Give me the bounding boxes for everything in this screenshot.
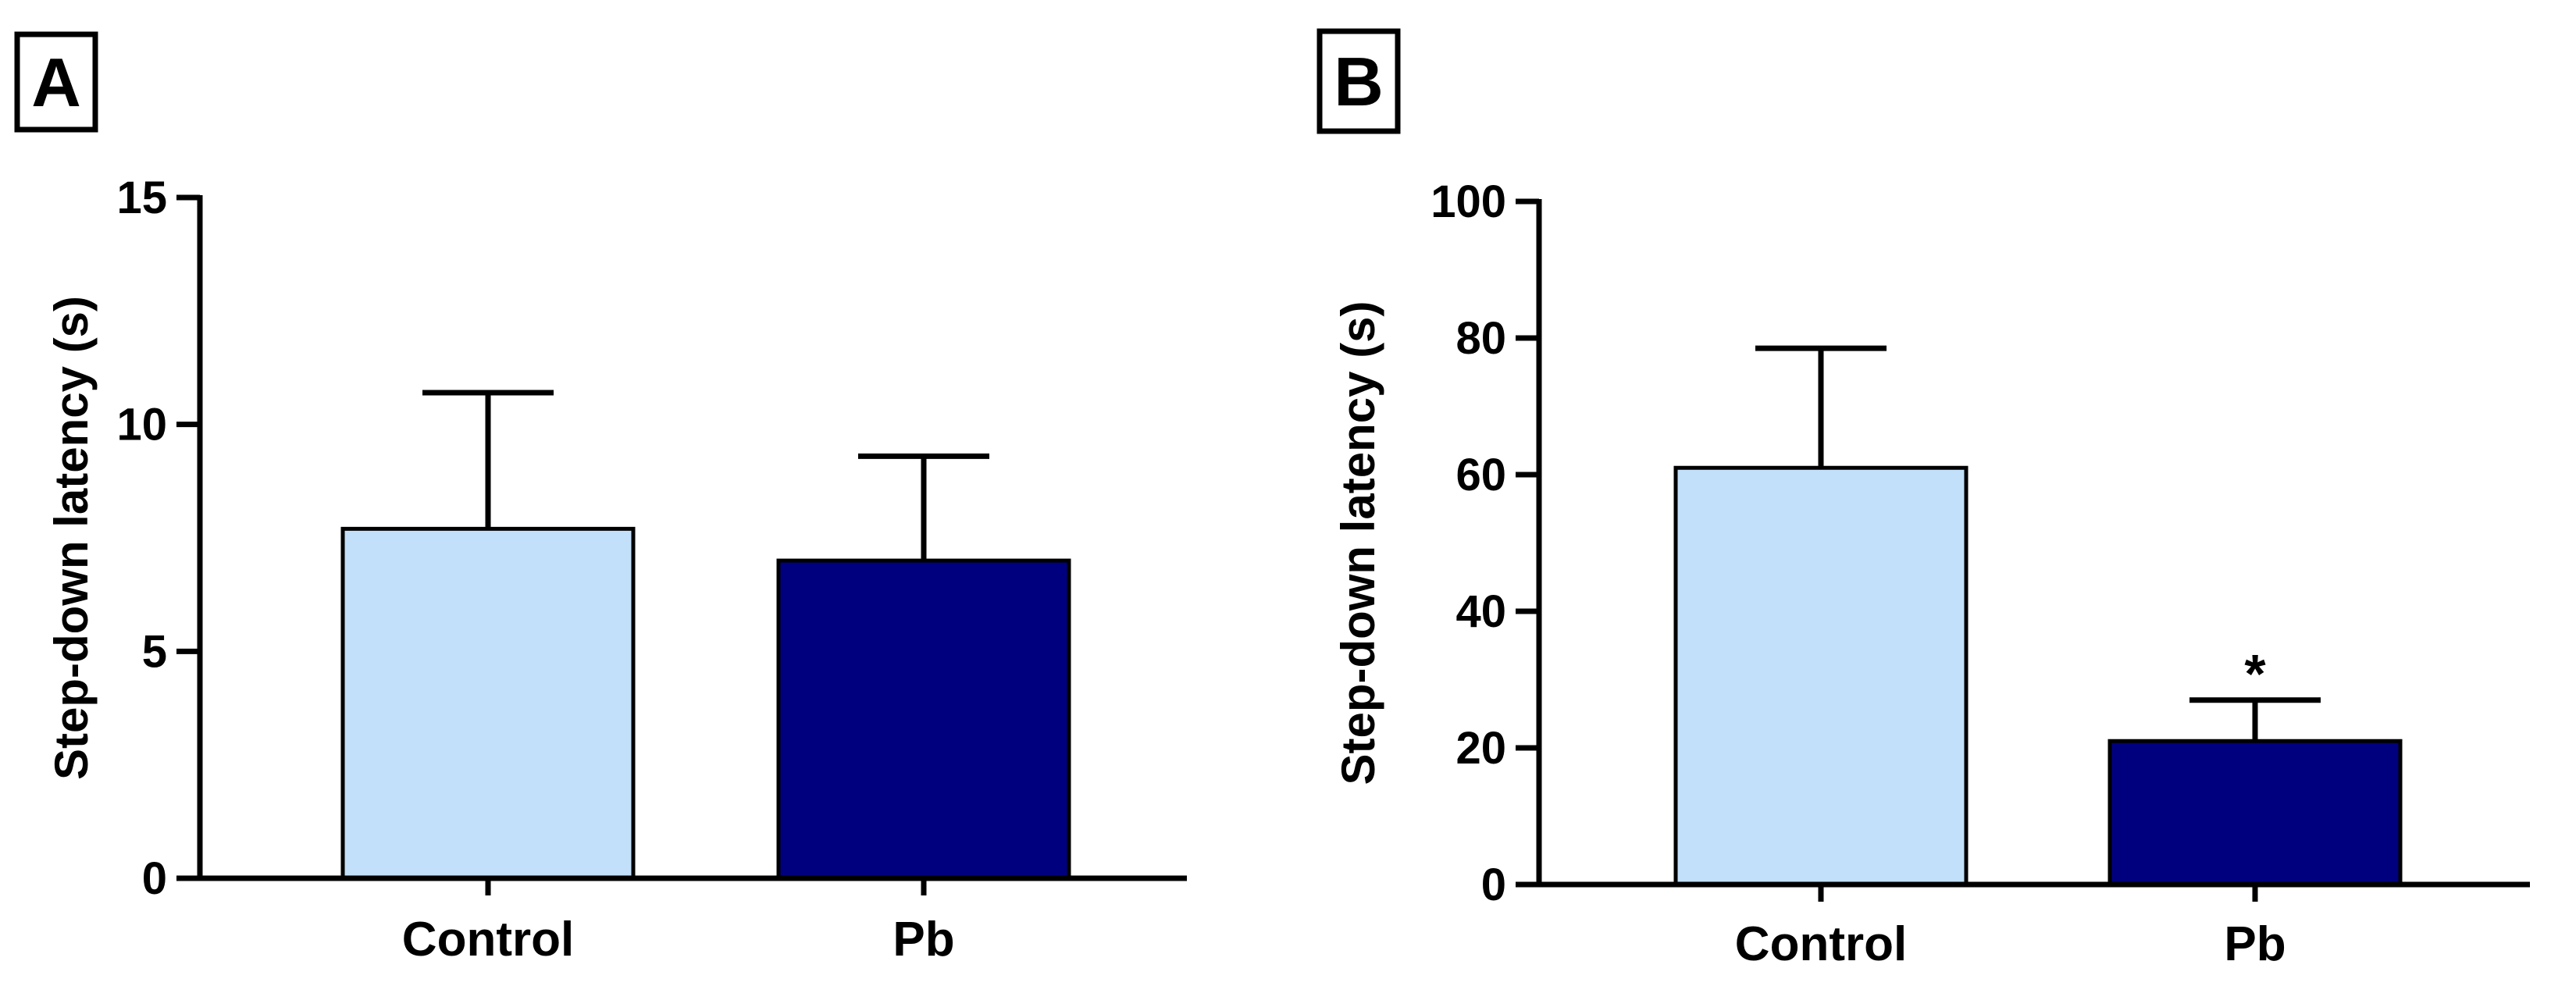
bar-pb: [2107, 739, 2403, 887]
panel-letter: B: [1334, 43, 1384, 120]
x-tick-label: Control: [1735, 917, 1907, 971]
y-tick-label: 0: [142, 853, 167, 904]
y-tick-label: 20: [1455, 723, 1506, 774]
y-axis-title: Step-down latency (s): [45, 296, 98, 780]
y-tick-label: 80: [1455, 313, 1506, 364]
bar-control: [340, 526, 636, 881]
y-tick-label: 0: [1481, 860, 1506, 910]
y-tick-label: 5: [142, 626, 167, 677]
chart-panel-b: B Control * Pb 0 20 40 60 80 100 Step-down latency…: [1317, 28, 2530, 971]
panel-letter: A: [31, 44, 81, 121]
panel-letter-box: [1317, 28, 1401, 134]
bar-pb: [776, 558, 1071, 881]
x-tick-label: Control: [402, 913, 574, 966]
panel-letter-box: [14, 31, 98, 133]
y-tick-label: 100: [1431, 176, 1506, 227]
x-tick-label: Pb: [2224, 917, 2286, 971]
x-tick-label: Pb: [893, 913, 954, 966]
chart-panel-a: A Control Pb 0 5 10 15 Step-down latency (s): [14, 31, 1187, 966]
y-tick-label: 15: [116, 173, 167, 223]
y-tick-label: 60: [1455, 450, 1506, 500]
y-axis-title: Step-down latency (s): [1332, 301, 1384, 785]
y-tick-label: 10: [116, 400, 167, 450]
significance-marker: *: [2244, 643, 2266, 704]
bar-control: [1673, 465, 1969, 887]
y-tick-label: 40: [1455, 586, 1506, 637]
